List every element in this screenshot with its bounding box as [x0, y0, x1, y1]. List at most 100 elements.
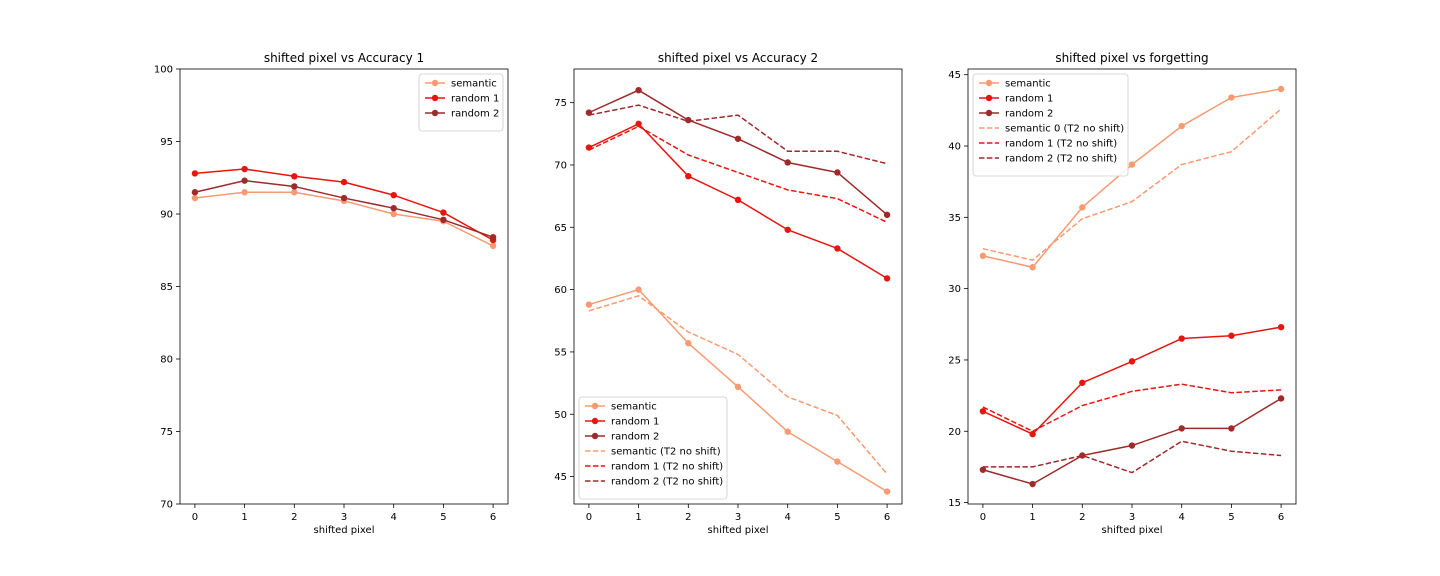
data-point	[489, 242, 497, 250]
legend-label: semantic (T2 no shift)	[611, 447, 721, 458]
data-point	[1128, 358, 1136, 365]
legend: semantic random 1 random 2 semantic 0 (T2 n…	[972, 73, 1129, 177]
y-tick-label: 70	[160, 500, 173, 511]
legend-box	[418, 73, 504, 132]
data-point	[1178, 335, 1185, 342]
legend-label: random 2	[451, 109, 499, 120]
data-point	[1277, 395, 1285, 402]
data-point	[1079, 379, 1086, 386]
x-tick-label: 5	[834, 512, 840, 523]
data-point	[1178, 425, 1185, 432]
y-tick-label: 95	[160, 137, 173, 148]
data-point	[979, 466, 987, 473]
legend: semantic random 1 random 2	[418, 73, 504, 132]
data-point	[784, 159, 791, 166]
data-point	[1029, 480, 1036, 488]
y-tick-label: 35	[948, 213, 961, 224]
y-tick-label: 80	[160, 355, 173, 366]
data-point	[1079, 204, 1086, 211]
x-tick-label: 6	[490, 512, 496, 523]
legend-label: random 2 (T2 no shift)	[611, 477, 723, 488]
data-point	[834, 458, 841, 465]
plot-frame	[179, 68, 509, 505]
data-point	[390, 205, 397, 212]
y-tick-label: 45	[554, 472, 567, 483]
plot-frame	[967, 68, 1297, 505]
data-point	[1029, 264, 1036, 271]
x-tick-label: 0	[980, 512, 986, 523]
x-axis-label: shifted pixel	[1102, 525, 1163, 536]
data-point	[784, 226, 791, 233]
x-tick-label: 1	[1029, 512, 1035, 523]
data-point	[340, 194, 348, 202]
data-point	[979, 252, 987, 260]
y-tick-label: 15	[948, 498, 961, 509]
x-tick-label: 1	[241, 512, 247, 523]
legend-marker	[431, 79, 439, 87]
legend-label: random 1 (T2 no shift)	[1005, 139, 1117, 150]
y-tick-label: 75	[160, 427, 173, 438]
subplot-1: shifted pixel vs Accuracy 1 0 1 2 3 4 5 6 70 75 80…	[154, 51, 509, 536]
data-point	[883, 275, 891, 282]
data-point	[390, 210, 397, 218]
data-point	[734, 135, 742, 142]
data-point	[734, 383, 742, 391]
data-point	[1128, 442, 1136, 449]
x-tick-label: 4	[785, 512, 791, 523]
series-line-5	[982, 383, 1282, 433]
y-tick-label: 60	[554, 285, 567, 296]
data-point	[1277, 323, 1285, 331]
plot-frame	[573, 68, 903, 505]
x-tick-label: 2	[685, 512, 691, 523]
data-point	[191, 189, 199, 196]
x-tick-label: 5	[440, 512, 446, 523]
y-tick-label: 25	[948, 355, 961, 366]
legend-label: random 1	[611, 417, 659, 428]
data-point	[635, 286, 642, 293]
legend-marker	[985, 94, 993, 102]
y-tick-label: 20	[948, 427, 961, 438]
y-tick-label: 85	[160, 282, 173, 293]
data-point	[1277, 85, 1285, 93]
y-tick-label: 70	[554, 160, 567, 171]
legend-label: random 1	[1005, 94, 1053, 105]
data-point	[1079, 452, 1086, 459]
legend-marker	[591, 432, 599, 440]
data-point	[979, 408, 987, 415]
x-tick-label: 2	[1079, 512, 1085, 523]
data-point	[883, 211, 891, 219]
data-point	[635, 120, 642, 128]
legend-label: random 1 (T2 no shift)	[611, 462, 723, 473]
legend-marker	[431, 94, 439, 102]
x-axis-label: shifted pixel	[708, 525, 769, 536]
y-tick-label: 75	[554, 98, 567, 109]
data-point	[1228, 94, 1235, 101]
x-tick-label: 0	[192, 512, 198, 523]
data-point	[685, 340, 692, 347]
data-point	[1228, 425, 1235, 432]
x-tick-label: 4	[391, 512, 397, 523]
data-point	[390, 191, 397, 199]
data-point	[241, 177, 248, 184]
legend-box	[972, 73, 1129, 177]
data-point	[685, 116, 692, 124]
x-tick-label: 5	[1228, 512, 1234, 523]
x-tick-label: 1	[635, 512, 641, 523]
data-point	[834, 169, 841, 176]
data-point	[241, 189, 248, 196]
data-point	[241, 165, 248, 173]
data-point	[635, 86, 642, 94]
data-point	[191, 170, 199, 177]
data-point	[191, 194, 199, 202]
data-point	[685, 172, 692, 180]
data-point	[1228, 332, 1235, 339]
x-axis-label: shifted pixel	[314, 525, 375, 536]
series-line-2	[982, 326, 1282, 435]
legend-marker	[431, 109, 439, 117]
data-point	[440, 216, 447, 223]
legend-marker	[591, 402, 599, 410]
series-line-4	[982, 108, 1282, 261]
data-point	[883, 488, 891, 495]
legend-label: random 2	[1005, 109, 1053, 120]
